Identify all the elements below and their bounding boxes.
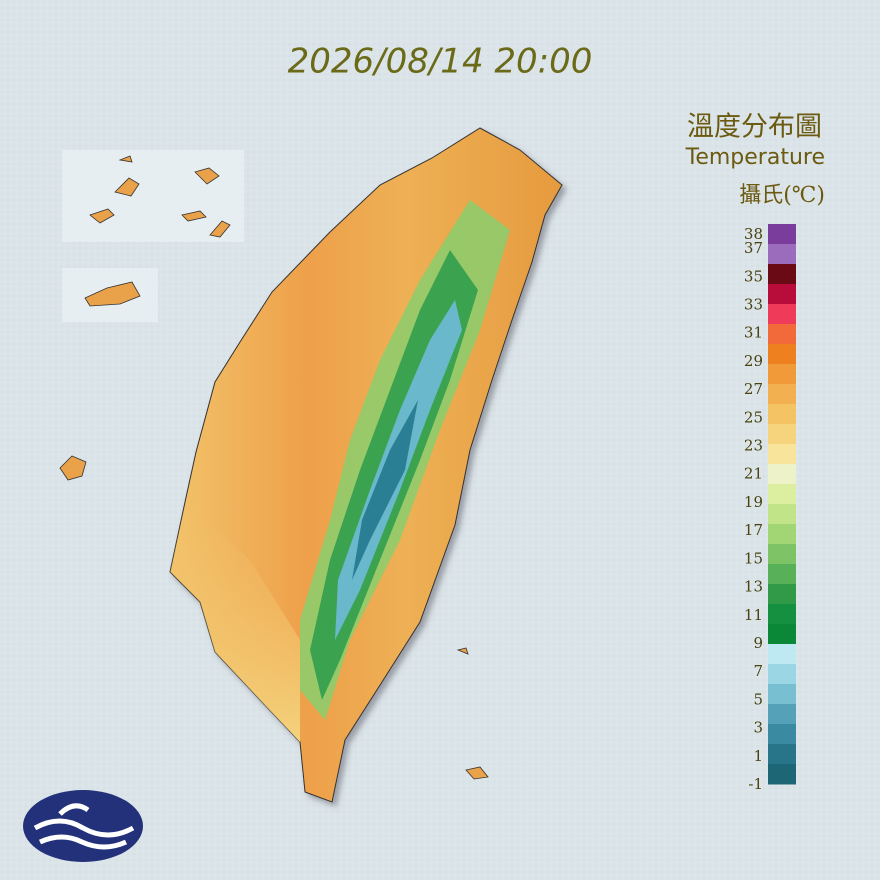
legend-swatch <box>768 264 796 285</box>
legend-swatch <box>768 524 796 545</box>
legend-swatch <box>768 444 796 465</box>
legend-swatch <box>768 724 796 745</box>
timestamp: 2026/08/14 20:00 <box>288 42 593 82</box>
legend-swatch <box>768 484 796 505</box>
legend-swatch <box>768 464 796 485</box>
legend-tick-label: 38 <box>744 225 763 243</box>
legend-tick-label: 21 <box>744 465 763 483</box>
legend-swatch <box>768 564 796 585</box>
subtitle: Temperature <box>685 145 825 170</box>
legend-swatch <box>768 744 796 765</box>
legend-swatch <box>768 344 796 365</box>
logo <box>23 790 143 862</box>
legend-tick-label: 5 <box>753 690 763 708</box>
inset-box <box>62 150 244 242</box>
legend-swatch <box>768 504 796 525</box>
legend-swatch <box>768 364 796 385</box>
legend-tick-label: 11 <box>744 606 763 624</box>
legend-tick-label: 37 <box>744 239 763 257</box>
legend-tick-label: 25 <box>744 408 763 426</box>
legend-tick-label: 35 <box>744 267 763 285</box>
legend-tick-label: 33 <box>744 296 763 314</box>
legend-swatch <box>768 664 796 685</box>
legend-tick-label: 13 <box>744 578 763 596</box>
legend-swatch <box>768 304 796 325</box>
taiwan <box>169 127 563 803</box>
legend-swatch <box>768 424 796 445</box>
legend-tick-label: 19 <box>744 493 763 511</box>
legend-tick-label: 27 <box>744 380 763 398</box>
legend-swatch <box>768 584 796 605</box>
legend-swatch <box>768 764 796 785</box>
legend-swatch <box>768 624 796 645</box>
legend-tick-label: 23 <box>744 437 763 455</box>
legend-tick-label: -1 <box>748 775 763 793</box>
legend-swatch <box>768 284 796 305</box>
legend-tick-label: 29 <box>744 352 763 370</box>
legend-tick-label: 3 <box>753 719 763 737</box>
legend-swatch <box>768 704 796 725</box>
unit: 攝氏(℃) <box>739 183 825 208</box>
legend-tick-label: 17 <box>744 521 763 539</box>
legend-tick-label: 1 <box>753 747 763 765</box>
legend-swatch <box>768 324 796 345</box>
legend-tick-label: 31 <box>744 324 763 342</box>
legend-swatch <box>768 644 796 665</box>
legend-swatch <box>768 404 796 425</box>
legend-tick-label: 7 <box>753 662 763 680</box>
islands <box>59 155 489 780</box>
legend-swatch <box>768 224 796 245</box>
title: 溫度分布圖 <box>687 112 822 143</box>
legend-tick-label: 15 <box>744 549 763 567</box>
legend-tick-label: 9 <box>753 634 763 652</box>
legend-swatch <box>768 544 796 565</box>
legend-swatch <box>768 244 796 265</box>
legend-swatch <box>768 684 796 705</box>
legend-swatch <box>768 604 796 625</box>
legend-swatch <box>768 384 796 405</box>
